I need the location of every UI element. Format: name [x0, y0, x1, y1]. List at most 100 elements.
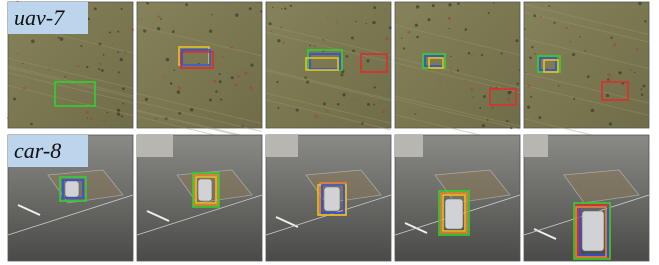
texture: [531, 46, 533, 48]
texture: [256, 124, 258, 126]
texture: [472, 97, 473, 98]
row-label-text: car-8: [14, 138, 61, 163]
texture: [607, 73, 610, 76]
texture: [481, 54, 483, 56]
texture: [272, 7, 273, 8]
texture: [315, 115, 318, 118]
texture: [534, 53, 535, 54]
texture: [403, 47, 405, 49]
texture: [638, 2, 641, 5]
texture: [439, 84, 441, 86]
texture: [519, 69, 521, 71]
image-panel: [395, 135, 520, 261]
texture: [506, 120, 508, 122]
texture: [213, 80, 216, 83]
texture: [479, 107, 481, 109]
texture: [630, 69, 631, 70]
texture: [415, 24, 418, 27]
texture: [355, 21, 357, 23]
texture: [164, 74, 166, 76]
texture: [382, 110, 385, 113]
texture: [352, 50, 355, 53]
texture: [278, 107, 280, 109]
texture: [220, 98, 222, 100]
texture: [85, 110, 88, 113]
texture: [31, 39, 35, 43]
texture: [529, 57, 532, 60]
texture: [372, 21, 375, 24]
texture: [284, 8, 286, 10]
texture: [77, 65, 79, 67]
texture: [493, 2, 494, 3]
texture: [234, 84, 237, 87]
texture: [98, 112, 99, 113]
texture: [507, 97, 510, 100]
texture: [373, 104, 375, 106]
texture: [402, 66, 403, 67]
texture: [501, 52, 503, 54]
texture: [340, 73, 343, 76]
texture: [174, 69, 176, 71]
texture: [644, 20, 646, 22]
texture: [373, 6, 376, 9]
texture: [117, 31, 119, 33]
figure: uav-7 car-8: [0, 0, 659, 265]
texture: [117, 113, 120, 116]
texture: [60, 37, 63, 40]
texture: [367, 103, 370, 106]
texture: [450, 56, 451, 57]
texture: [121, 115, 123, 117]
texture: [366, 59, 369, 62]
image-panel: [395, 1, 520, 144]
texture: [482, 124, 485, 127]
texture: [641, 94, 644, 97]
texture: [121, 8, 123, 10]
texture: [517, 83, 519, 85]
texture: [323, 102, 326, 105]
texture: [160, 18, 162, 20]
texture: [449, 28, 450, 29]
texture: [342, 93, 345, 96]
panel-bg: [524, 2, 649, 128]
texture: [572, 26, 573, 27]
texture: [211, 14, 212, 15]
texture: [146, 2, 149, 5]
texture: [457, 2, 460, 5]
texture: [314, 45, 316, 47]
texture: [109, 31, 111, 33]
texture: [172, 30, 175, 33]
texture: [488, 12, 490, 14]
texture: [408, 31, 411, 34]
car: [198, 179, 212, 201]
texture: [558, 85, 560, 87]
texture: [385, 8, 386, 9]
texture: [123, 103, 124, 104]
texture: [87, 118, 88, 119]
texture: [244, 71, 247, 74]
texture: [471, 54, 473, 56]
texture: [250, 64, 253, 67]
texture: [177, 90, 180, 93]
texture: [166, 58, 170, 62]
texture: [209, 99, 212, 102]
texture: [516, 39, 519, 42]
texture: [337, 21, 339, 23]
image-panel: [524, 135, 649, 261]
texture: [610, 78, 611, 79]
texture: [643, 84, 646, 87]
texture: [468, 52, 471, 55]
texture: [548, 5, 550, 7]
building: [395, 135, 423, 157]
row-label: uav-7: [8, 2, 88, 34]
texture: [283, 42, 285, 44]
building: [524, 135, 548, 157]
texture: [572, 53, 575, 56]
texture: [175, 117, 176, 118]
car: [65, 181, 79, 197]
texture: [98, 68, 100, 70]
texture: [606, 94, 609, 97]
texture: [385, 37, 389, 41]
texture: [579, 36, 581, 38]
texture: [157, 27, 160, 30]
texture: [260, 10, 262, 12]
